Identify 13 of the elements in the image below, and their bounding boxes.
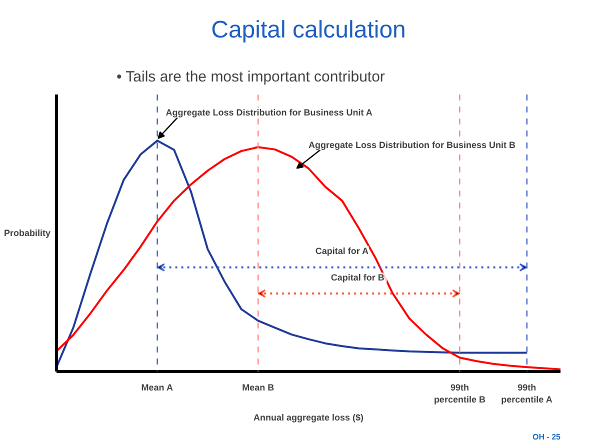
y-axis-title: Probability (4, 228, 51, 238)
annotation: Aggregate Loss Distribution for Business Unit B (308, 140, 516, 150)
chart-title: Capital calculation (211, 16, 406, 44)
x-tick-label: 99th percentile B (434, 382, 486, 404)
x-tick-label: Mean B (242, 382, 275, 392)
text: OH - 25 (532, 432, 562, 442)
x-tick-label: Mean A (141, 382, 174, 392)
chart-subtitle: • Tails are the most important contributor (116, 68, 385, 86)
annotation: Capital for A (315, 246, 370, 256)
annotation: Capital for B (330, 272, 385, 283)
text: Aggregate Loss Distribution for Business Unit A (166, 108, 373, 118)
x-tick-label: 99th percentile A (501, 382, 553, 404)
x-axis-title: Annual aggregate loss ($) (253, 412, 364, 422)
